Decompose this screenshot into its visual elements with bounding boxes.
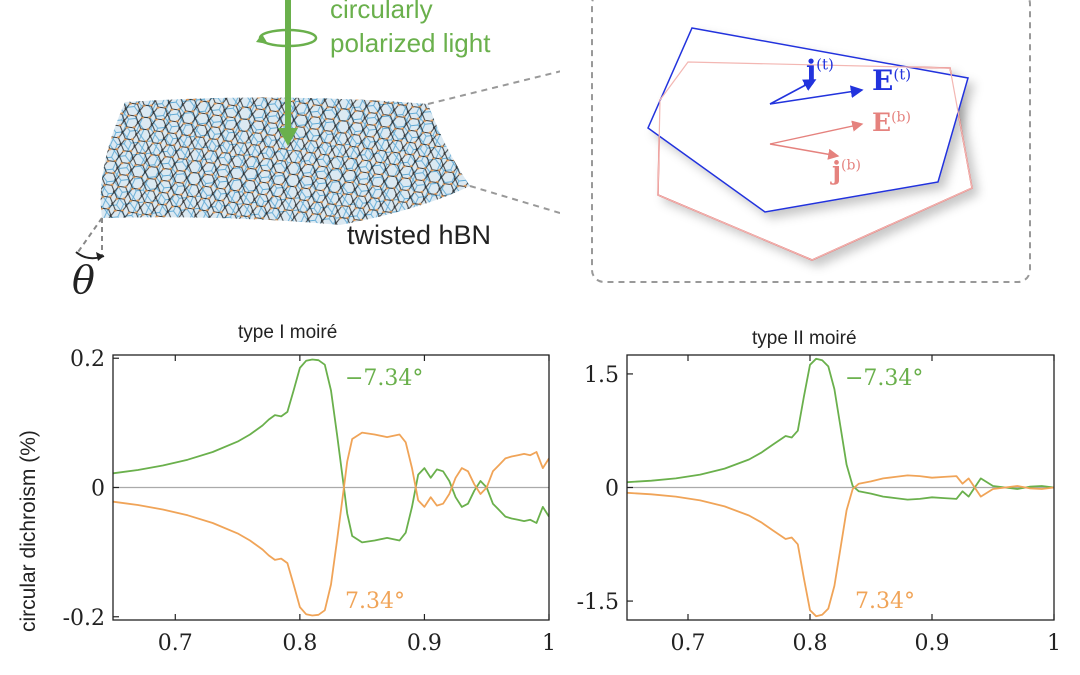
chart1-title: type I moiré: [238, 322, 338, 343]
series-line-0: [627, 357, 1054, 501]
inset-frame: [591, 0, 1031, 283]
x-tick-label: 1: [1047, 631, 1061, 656]
top-layer-hexagon: [647, 27, 969, 213]
series-line-1: [627, 474, 1054, 618]
x-tick-label: 0.9: [915, 631, 950, 656]
j-bottom-label: j(b): [832, 156, 861, 185]
chart-type-I: −7.34° 7.34° 0.7 0.8 0.9 1 -0.2 0 0.2: [63, 347, 556, 656]
chart-type-II: −7.34° 7.34° 0.7 0.8 0.9 1 -1.5 0 1.5: [577, 354, 1061, 656]
y-tick-label: 1.5: [584, 363, 619, 388]
inset-panel: [591, 0, 1031, 283]
y-tick-label: 0: [605, 477, 619, 502]
hbn-illustration: [75, 0, 560, 261]
y-tick-label: 0.2: [70, 347, 105, 372]
series-label-1: 7.34°: [855, 589, 915, 614]
j-bottom-arrow: [769, 143, 840, 160]
x-tick-label: 0.9: [407, 631, 442, 656]
series-line-0: [113, 358, 549, 544]
E-bottom-label: E(b): [872, 108, 911, 137]
light-label: circularly polarized light: [330, 0, 490, 58]
E-top-label: E(t): [872, 64, 912, 97]
x-tick-label: 0.8: [282, 631, 317, 656]
chart2-title: type II moiré: [752, 328, 857, 349]
x-tick-label: 1: [542, 631, 556, 656]
light-label-line2: polarized light: [330, 28, 491, 58]
theta-label: θ: [72, 258, 95, 302]
light-label-line1: circularly: [330, 0, 433, 24]
j-top-label: j(t): [806, 54, 834, 87]
x-tick-label: 0.8: [793, 631, 828, 656]
material-label: twisted hBN: [347, 220, 492, 250]
light-beam: [285, 0, 291, 132]
E-bottom-arrow: [769, 120, 864, 145]
y-tick-label: -0.2: [63, 606, 105, 631]
E-top-arrow: [769, 85, 864, 105]
series-label-0: −7.34°: [345, 366, 423, 391]
y-tick-label: 0: [91, 477, 105, 502]
series-line-1: [113, 431, 549, 617]
x-tick-label: 0.7: [671, 631, 706, 656]
x-tick-label: 0.7: [158, 631, 193, 656]
y-tick-label: -1.5: [577, 590, 619, 615]
series-label-0: −7.34°: [845, 366, 923, 391]
j-top-arrow: [769, 79, 817, 105]
series-label-1: 7.34°: [345, 589, 405, 614]
